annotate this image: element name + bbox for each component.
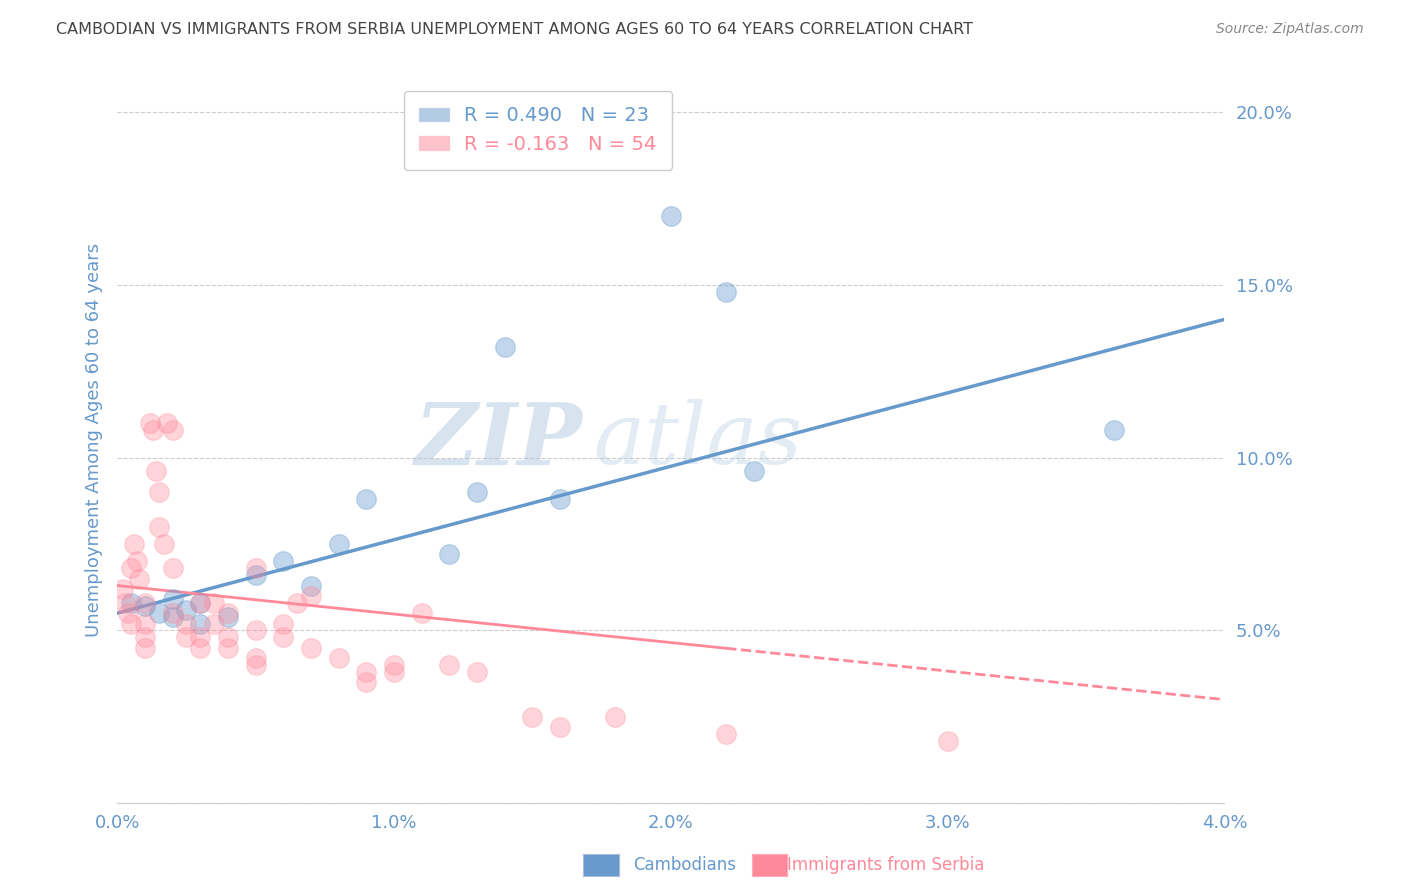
Point [120, 596, 142, 610]
Point [188, 631, 211, 645]
Point [120, 616, 142, 631]
Point [631, 139, 654, 153]
Text: Cambodians: Cambodians [633, 856, 735, 874]
Point [120, 561, 142, 575]
Text: ZIP: ZIP [415, 399, 582, 482]
Point [162, 609, 184, 624]
Point [134, 616, 156, 631]
Point [134, 599, 156, 614]
Point [245, 568, 267, 582]
Point [128, 572, 150, 586]
Point [162, 423, 184, 437]
Point [299, 640, 322, 655]
Point [162, 606, 184, 620]
Point [148, 606, 170, 620]
Point [548, 492, 571, 507]
Point [936, 734, 959, 748]
Point [494, 340, 516, 354]
Point [156, 416, 179, 430]
Point [111, 582, 134, 596]
Point [245, 624, 267, 638]
Text: atlas: atlas [593, 399, 803, 482]
Point [114, 596, 136, 610]
Point [299, 589, 322, 603]
Point [382, 658, 405, 673]
Point [1102, 423, 1125, 437]
Point [122, 537, 145, 551]
Point [125, 554, 148, 568]
Point [134, 596, 156, 610]
Point [176, 616, 198, 631]
Point [176, 631, 198, 645]
Point [271, 616, 294, 631]
Text: Source: ZipAtlas.com: Source: ZipAtlas.com [1216, 22, 1364, 37]
Point [522, 710, 544, 724]
Point [188, 596, 211, 610]
Point [245, 651, 267, 665]
Point [465, 485, 488, 500]
Point [271, 631, 294, 645]
Point [356, 492, 378, 507]
Point [188, 596, 211, 610]
Text: CAMBODIAN VS IMMIGRANTS FROM SERBIA UNEMPLOYMENT AMONG AGES 60 TO 64 YEARS CORRE: CAMBODIAN VS IMMIGRANTS FROM SERBIA UNEM… [56, 22, 973, 37]
Point [382, 665, 405, 679]
Point [176, 603, 198, 617]
Point [356, 675, 378, 690]
Point [245, 561, 267, 575]
Point [659, 209, 682, 223]
Point [217, 640, 239, 655]
Point [145, 465, 167, 479]
Point [439, 658, 461, 673]
Point [271, 554, 294, 568]
Point [356, 665, 378, 679]
Point [188, 640, 211, 655]
Point [117, 606, 139, 620]
Point [605, 710, 627, 724]
Point [148, 485, 170, 500]
Point [217, 631, 239, 645]
Point [439, 548, 461, 562]
Point [202, 616, 225, 631]
Point [742, 465, 765, 479]
Point [714, 285, 737, 299]
Point [328, 651, 350, 665]
Text: Immigrants from Serbia: Immigrants from Serbia [787, 856, 984, 874]
Point [328, 537, 350, 551]
Point [465, 665, 488, 679]
Point [162, 592, 184, 607]
Point [202, 596, 225, 610]
Point [134, 640, 156, 655]
Y-axis label: Unemployment Among Ages 60 to 64 years: Unemployment Among Ages 60 to 64 years [86, 244, 103, 638]
Point [162, 561, 184, 575]
Point [217, 609, 239, 624]
Point [153, 537, 176, 551]
Point [139, 416, 162, 430]
Point [245, 658, 267, 673]
Point [411, 606, 433, 620]
Point [134, 631, 156, 645]
Legend: R = 0.490   N = 23, R = -0.163   N = 54: R = 0.490 N = 23, R = -0.163 N = 54 [404, 91, 672, 169]
Point [285, 596, 308, 610]
Point [714, 727, 737, 741]
Point [188, 616, 211, 631]
Point [299, 578, 322, 592]
Point [548, 720, 571, 734]
Point [148, 520, 170, 534]
Point [217, 606, 239, 620]
Point [142, 423, 165, 437]
